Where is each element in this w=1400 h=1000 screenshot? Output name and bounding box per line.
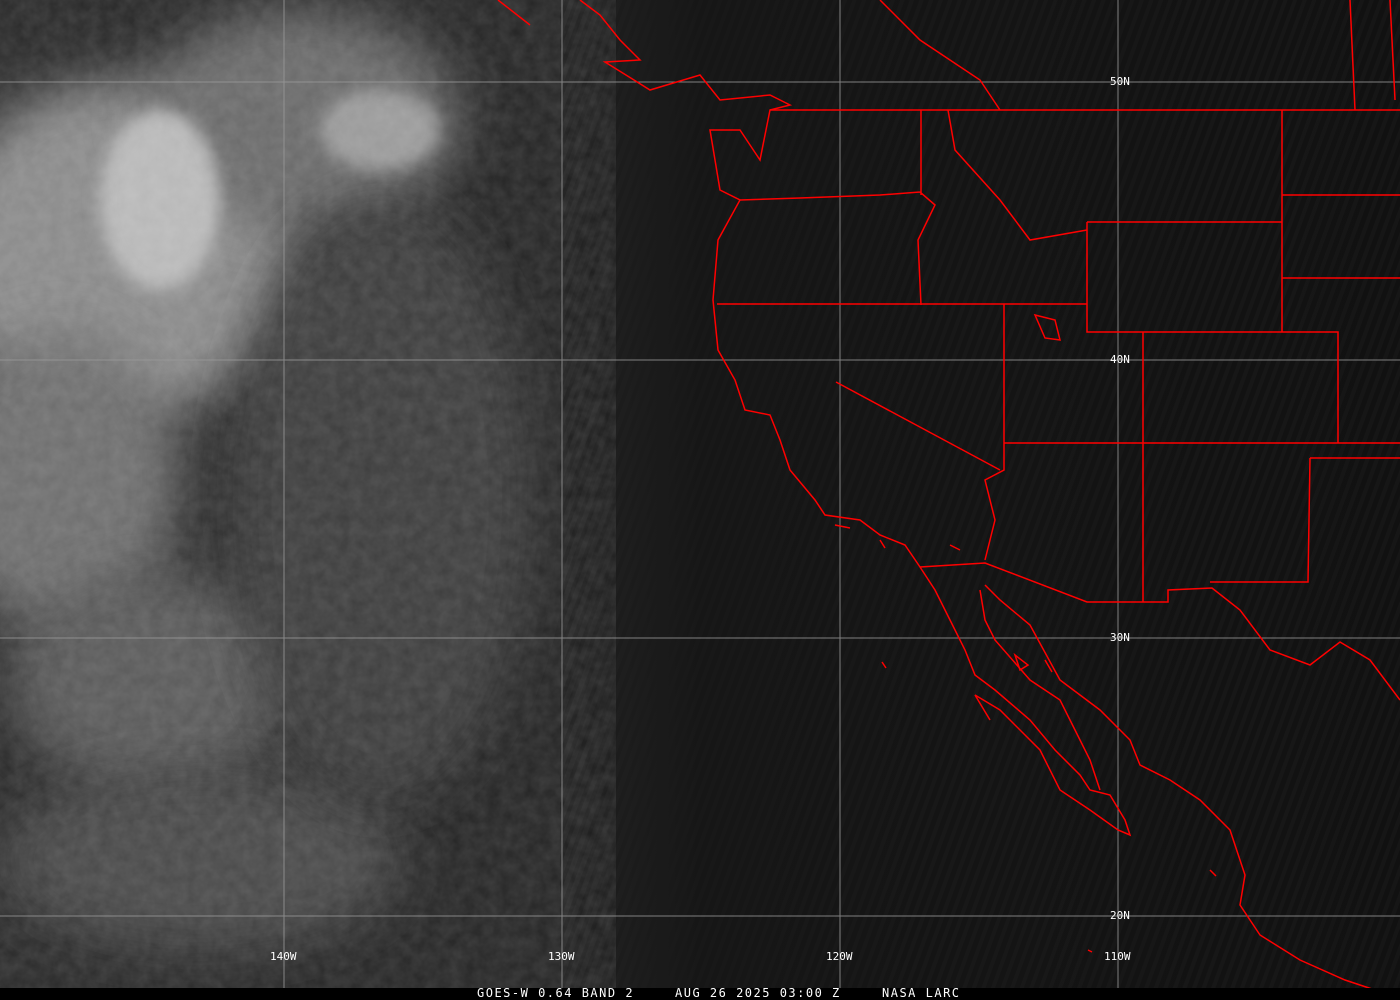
state-borders bbox=[717, 109, 1400, 602]
islands bbox=[834, 313, 1217, 953]
caption-bar: GOES-W 0.64 BAND 2 AUG 26 2025 03:00 Z N… bbox=[0, 986, 1400, 1000]
us-mexico-border bbox=[919, 562, 1400, 701]
lon-label-130w: 130W bbox=[548, 950, 575, 963]
datetime-label: AUG 26 2025 03:00 Z bbox=[675, 986, 841, 1000]
lat-label-20n: 20N bbox=[1110, 909, 1130, 922]
lat-label-50n: 50N bbox=[1110, 75, 1130, 88]
mexico-mainland-coast bbox=[984, 584, 1376, 991]
us-canada-border bbox=[770, 0, 1400, 111]
scan-stripes bbox=[560, 0, 1400, 1000]
lon-label-110w: 110W bbox=[1104, 950, 1131, 963]
satellite-band-label: GOES-W 0.64 BAND 2 bbox=[477, 986, 635, 1000]
pacific-coastline bbox=[497, 0, 1132, 837]
lat-label-40n: 40N bbox=[1110, 353, 1130, 366]
lat-label-30n: 30N bbox=[1110, 631, 1130, 644]
lon-label-140w: 140W bbox=[270, 950, 297, 963]
cloud-cover bbox=[0, 0, 560, 988]
political-borders bbox=[497, 0, 1400, 991]
source-label: NASA LARC bbox=[882, 986, 961, 1000]
lon-label-120w: 120W bbox=[826, 950, 853, 963]
